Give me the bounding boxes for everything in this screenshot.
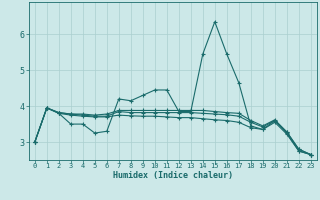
- X-axis label: Humidex (Indice chaleur): Humidex (Indice chaleur): [113, 171, 233, 180]
